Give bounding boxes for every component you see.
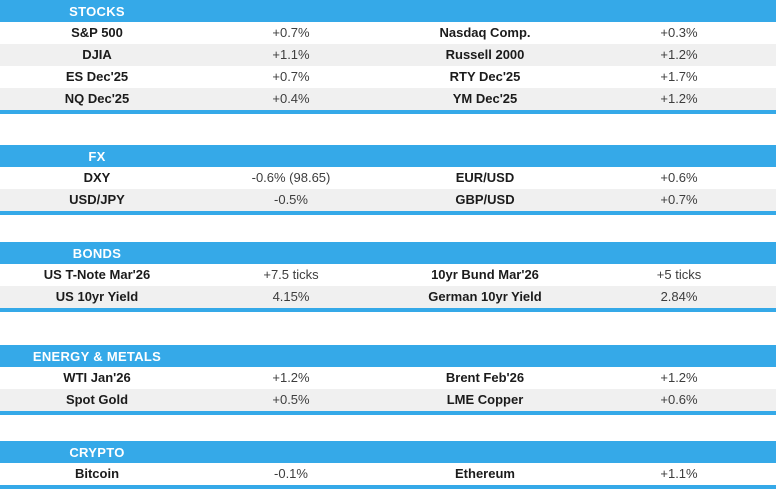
table-row: NQ Dec'25 +0.4% YM Dec'25 +1.2% xyxy=(0,88,776,110)
instrument-change: +1.2% xyxy=(660,47,698,62)
instrument-change: +1.1% xyxy=(272,47,310,62)
instrument-change: +1.7% xyxy=(660,69,698,84)
instrument-name: Brent Feb'26 xyxy=(445,370,525,385)
section-divider xyxy=(0,211,776,215)
section-title: BONDS xyxy=(72,245,122,261)
instrument-name: GBP/USD xyxy=(455,192,515,207)
section-bonds: BONDS US T-Note Mar'26 +7.5 ticks 10yr B… xyxy=(0,242,776,312)
instrument-change: +0.4% xyxy=(272,91,310,106)
instrument-change: +0.3% xyxy=(660,25,698,40)
table-row: Spot Gold +0.5% LME Copper +0.6% xyxy=(0,389,776,411)
instrument-change: +1.1% xyxy=(660,466,698,481)
table-row: Bitcoin -0.1% Ethereum +1.1% xyxy=(0,463,776,485)
instrument-name: YM Dec'25 xyxy=(452,91,518,106)
table-row: USD/JPY -0.5% GBP/USD +0.7% xyxy=(0,189,776,211)
instrument-change: +0.5% xyxy=(272,392,310,407)
instrument-change: 4.15% xyxy=(272,289,310,304)
instrument-name: RTY Dec'25 xyxy=(449,69,521,84)
table-row: S&P 500 +0.7% Nasdaq Comp. +0.3% xyxy=(0,22,776,44)
instrument-name: Russell 2000 xyxy=(445,47,525,62)
section-header: STOCKS xyxy=(0,0,776,22)
instrument-name: Bitcoin xyxy=(74,466,120,481)
section-header: CRYPTO xyxy=(0,441,776,463)
instrument-change: +0.6% xyxy=(660,392,698,407)
instrument-change: +1.2% xyxy=(272,370,310,385)
table-row: DJIA +1.1% Russell 2000 +1.2% xyxy=(0,44,776,66)
instrument-change: +1.2% xyxy=(660,91,698,106)
section-energy-metals: ENERGY & METALS WTI Jan'26 +1.2% Brent F… xyxy=(0,345,776,415)
section-title: FX xyxy=(88,148,106,164)
instrument-name: NQ Dec'25 xyxy=(64,91,130,106)
instrument-name: Ethereum xyxy=(455,466,515,481)
section-fx: FX DXY -0.6% (98.65) EUR/USD +0.6% USD/J… xyxy=(0,145,776,215)
instrument-name: LME Copper xyxy=(446,392,524,407)
table-row: DXY -0.6% (98.65) EUR/USD +0.6% xyxy=(0,167,776,189)
instrument-change: +1.2% xyxy=(660,370,698,385)
instrument-name: 10yr Bund Mar'26 xyxy=(431,267,539,282)
section-header: ENERGY & METALS xyxy=(0,345,776,367)
section-title: ENERGY & METALS xyxy=(32,348,162,364)
instrument-name: USD/JPY xyxy=(69,192,125,207)
section-stocks: STOCKS S&P 500 +0.7% Nasdaq Comp. +0.3% … xyxy=(0,0,776,114)
section-header: BONDS xyxy=(0,242,776,264)
instrument-change: +7.5 ticks xyxy=(263,267,319,282)
section-crypto: CRYPTO Bitcoin -0.1% Ethereum +1.1% xyxy=(0,441,776,489)
section-divider xyxy=(0,110,776,114)
table-row: WTI Jan'26 +1.2% Brent Feb'26 +1.2% xyxy=(0,367,776,389)
instrument-name: US 10yr Yield xyxy=(55,289,139,304)
instrument-name: Spot Gold xyxy=(65,392,129,407)
table-row: US T-Note Mar'26 +7.5 ticks 10yr Bund Ma… xyxy=(0,264,776,286)
section-title: STOCKS xyxy=(69,3,125,19)
instrument-change: -0.6% (98.65) xyxy=(251,170,331,185)
instrument-change: +0.6% xyxy=(660,170,698,185)
instrument-change: -0.1% xyxy=(274,466,308,481)
table-row: US 10yr Yield 4.15% German 10yr Yield 2.… xyxy=(0,286,776,308)
instrument-change: +5 ticks xyxy=(656,267,702,282)
instrument-name: EUR/USD xyxy=(455,170,515,185)
section-divider xyxy=(0,308,776,312)
instrument-change: +0.7% xyxy=(660,192,698,207)
instrument-change: -0.5% xyxy=(274,192,308,207)
instrument-change: 2.84% xyxy=(660,289,698,304)
instrument-name: US T-Note Mar'26 xyxy=(43,267,151,282)
section-divider xyxy=(0,485,776,489)
instrument-name: DJIA xyxy=(82,47,112,62)
instrument-name: German 10yr Yield xyxy=(428,289,542,304)
table-row: ES Dec'25 +0.7% RTY Dec'25 +1.7% xyxy=(0,66,776,88)
instrument-name: ES Dec'25 xyxy=(65,69,129,84)
section-header: FX xyxy=(0,145,776,167)
instrument-name: DXY xyxy=(83,170,111,185)
section-title: CRYPTO xyxy=(69,444,125,460)
instrument-name: Nasdaq Comp. xyxy=(439,25,531,40)
instrument-change: +0.7% xyxy=(272,25,310,40)
instrument-name: WTI Jan'26 xyxy=(63,370,131,385)
instrument-name: S&P 500 xyxy=(71,25,123,40)
section-divider xyxy=(0,411,776,415)
instrument-change: +0.7% xyxy=(272,69,310,84)
